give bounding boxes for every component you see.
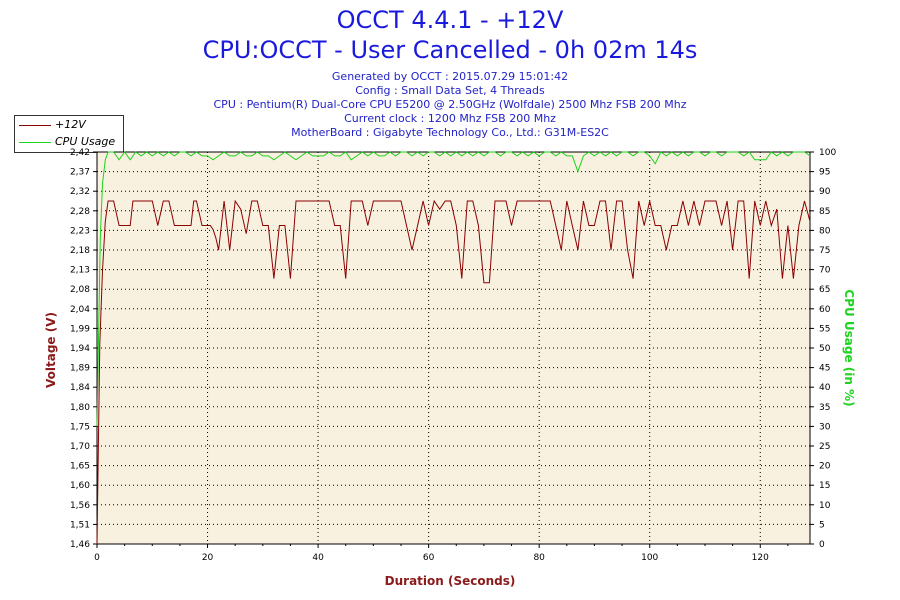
legend-item-voltage: +12V [15, 117, 123, 133]
x-axis-label: Duration (Seconds) [385, 574, 516, 588]
y-tick-label: 1,60 [70, 481, 90, 491]
y2-tick-label: 50 [819, 344, 831, 354]
y2-tick-label: 35 [819, 403, 830, 413]
y-axis-label-right: CPU Usage (in %) [842, 289, 856, 406]
y2-tick-label: 20 [819, 462, 831, 472]
y2-tick-label: 80 [819, 226, 831, 236]
y-tick-label: 2,28 [70, 207, 90, 217]
legend-label-voltage: +12V [55, 118, 86, 131]
y2-tick-label: 10 [819, 501, 831, 511]
legend-swatch-voltage [19, 125, 51, 126]
y2-tick-label: 25 [819, 442, 830, 452]
x-tick-label: 40 [312, 553, 324, 563]
y-tick-label: 2,42 [70, 148, 90, 158]
info-config: Config : Small Data Set, 4 Threads [355, 84, 545, 97]
y2-tick-label: 75 [819, 246, 830, 256]
y2-tick-label: 60 [819, 305, 831, 315]
y-tick-label: 1,70 [70, 442, 90, 452]
x-tick-label: 60 [423, 553, 435, 563]
info-motherboard: MotherBoard : Gigabyte Technology Co., L… [291, 126, 609, 139]
y2-tick-label: 100 [819, 148, 836, 158]
x-axis: 0 20 40 60 80 100 120 [94, 544, 789, 563]
y-axis-right: 0 5 10 15 20 25 30 35 40 45 50 55 60 65 70 75 80 85 90 95 10… [810, 148, 836, 550]
y-tick-label: 2,32 [70, 187, 90, 197]
series-line-cpu-usage [96, 151, 811, 427]
legend-swatch-cpu-usage [19, 142, 51, 143]
legend-label-cpu-usage: CPU Usage [55, 135, 116, 148]
y-tick-label: 2,18 [70, 246, 90, 256]
y-axis-left: 1,46 1,51 1,56 1,60 1,65 1,70 1,75 1,80 1,84 1,89… [70, 148, 97, 550]
y2-tick-label: 65 [819, 285, 830, 295]
y-tick-label: 2,08 [70, 285, 90, 295]
y2-tick-label: 85 [819, 207, 830, 217]
y2-tick-label: 70 [819, 266, 831, 276]
series-lines [96, 151, 811, 545]
y-tick-label: 1,65 [70, 462, 90, 472]
y-tick-label: 1,89 [70, 364, 90, 374]
y2-tick-label: 15 [819, 481, 830, 491]
y-tick-label: 2,04 [70, 305, 90, 315]
chart-subtitle: CPU:OCCT - User Cancelled - 0h 02m 14s [202, 36, 698, 64]
info-generated: Generated by OCCT : 2015.07.29 15:01:42 [331, 70, 569, 83]
y-tick-label: 1,84 [70, 383, 90, 393]
y-tick-label: 1,75 [70, 422, 90, 432]
y-tick-label: 1,56 [70, 501, 90, 511]
info-cpu: CPU : Pentium(R) Dual-Core CPU E5200 @ 2… [213, 98, 687, 111]
y-tick-label: 2,13 [70, 266, 90, 276]
y-axis-label-left: Voltage (V) [44, 312, 58, 388]
y-tick-label: 1,51 [70, 520, 90, 530]
x-tick-label: 100 [641, 553, 658, 563]
y-tick-label: 1,94 [70, 344, 90, 354]
grid-lines [97, 152, 810, 544]
y2-tick-label: 55 [819, 324, 830, 334]
legend-item-cpu-usage: CPU Usage [15, 134, 123, 150]
y2-tick-label: 0 [819, 540, 825, 550]
y-tick-label: 2,23 [70, 226, 90, 236]
x-tick-label: 80 [533, 553, 545, 563]
y-tick-label: 1,99 [70, 324, 90, 334]
y2-tick-label: 40 [819, 383, 831, 393]
y2-tick-label: 90 [819, 187, 831, 197]
y2-tick-label: 95 [819, 168, 830, 178]
info-clock: Current clock : 1200 Mhz FSB 200 Mhz [344, 112, 556, 125]
series-line-voltage [96, 199, 811, 545]
x-tick-label: 0 [94, 553, 100, 563]
x-tick-label: 120 [752, 553, 769, 563]
y2-tick-label: 45 [819, 364, 830, 374]
chart-title: OCCT 4.4.1 - +12V [336, 6, 564, 34]
y-tick-label: 1,46 [70, 540, 90, 550]
y-tick-label: 1,80 [70, 403, 90, 413]
y2-tick-label: 30 [819, 422, 831, 432]
chart-legend: +12V CPU Usage [14, 115, 124, 153]
y2-tick-label: 5 [819, 520, 825, 530]
x-tick-label: 20 [202, 553, 214, 563]
y-tick-label: 2,37 [70, 168, 90, 178]
